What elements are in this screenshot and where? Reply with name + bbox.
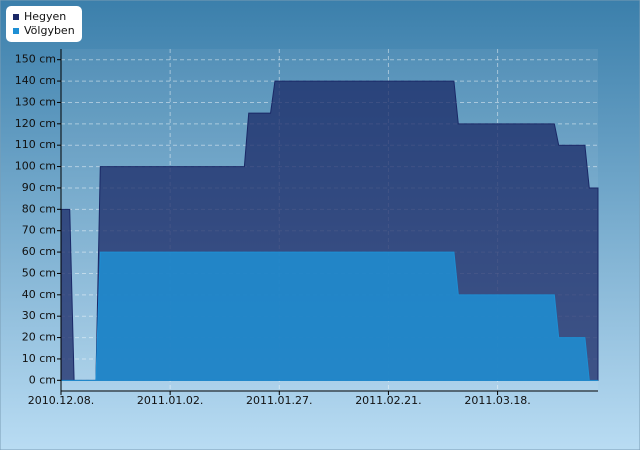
legend-swatch [13,14,19,20]
x-tick-label: 2011.03.18. [464,394,530,407]
y-tick-label: 0 cm [29,373,56,386]
y-tick-label: 140 cm [15,74,56,87]
y-tick-label: 90 cm [22,181,56,194]
y-tick-label: 150 cm [15,53,56,66]
y-tick-label: 70 cm [22,224,56,237]
y-tick-label: 80 cm [22,202,56,215]
legend-label: Hegyen [24,10,66,23]
y-tick-label: 120 cm [15,117,56,130]
y-tick-label: 50 cm [22,266,56,279]
x-tick-label: 2011.01.02. [137,394,203,407]
x-tick-label: 2011.01.27. [246,394,312,407]
y-tick-label: 20 cm [22,331,56,344]
legend-swatch [13,28,19,34]
x-tick-label: 2010.12.08. [28,394,94,407]
y-tick-label: 30 cm [22,309,56,322]
legend [6,6,82,42]
area [61,251,598,381]
legend-label: Völgyben [24,24,75,37]
y-tick-label: 100 cm [15,160,56,173]
y-tick-label: 60 cm [22,245,56,258]
y-tick-label: 130 cm [15,95,56,108]
y-tick-label: 10 cm [22,352,56,365]
y-tick-label: 110 cm [15,138,56,151]
x-tick-label: 2011.02.21. [355,394,421,407]
y-tick-label: 40 cm [22,288,56,301]
